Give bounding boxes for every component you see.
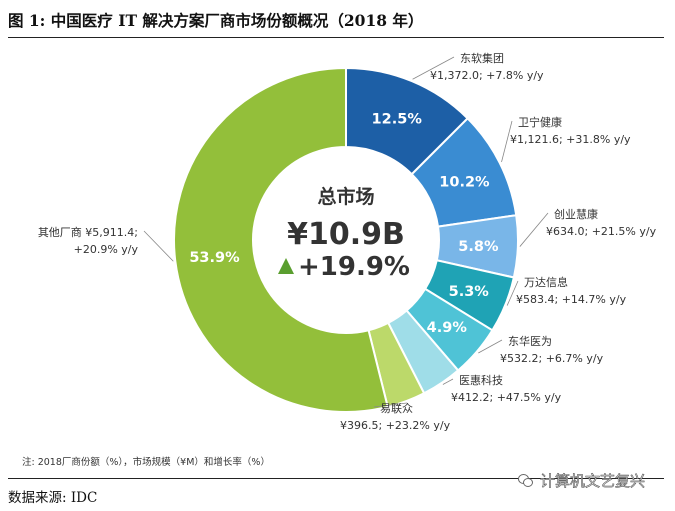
watermark: 计算机文艺复兴 [518,470,645,491]
leader-line-4 [506,280,519,306]
leader-line-1 [412,56,455,80]
leader-line-7 [373,402,408,408]
vendor-detail-3: ¥634.0; +21.5% y/y [546,225,657,238]
vendor-detail-2: ¥1,121.6; +31.8% y/y [510,133,631,146]
vendor-name-8: 其他厂商 ¥5,911.4; [38,225,138,239]
vendor-labels: 东软集团 ¥1,372.0; +7.8% y/y 卫宁健康 ¥1,121.6; +31… [38,51,657,432]
watermark-text: 计算机文艺复兴 [540,472,646,491]
share-label-2: 10.2% [439,175,490,191]
leader-line-3 [519,212,549,247]
center-label: 总市场 [317,185,374,208]
share-label-5: 4.9% [427,320,468,336]
data-source: 数据来源: IDC [8,490,98,506]
vendor-name-1: 东软集团 [460,51,504,65]
vendor-detail-5: ¥532.2; +6.7% y/y [500,352,604,365]
donut-slice-8 [173,66,389,413]
wechat-icon [518,474,534,487]
vendor-name-4: 万达信息 [524,275,568,289]
growth-up-icon [278,258,294,274]
leader-lines [143,56,549,408]
leader-line-6 [442,378,454,385]
vendor-name-2: 卫宁健康 [518,115,562,129]
center-summary: 总市场 ¥10.9B +19.9% [278,185,410,282]
source-rule [8,478,664,479]
vendor-name-3: 创业慧康 [554,207,598,221]
vendor-detail-6: ¥412.2; +47.5% y/y [451,391,562,404]
share-label-3: 5.8% [458,239,499,255]
donut-chart: 12.5% 10.2% 5.8% 5.3% 4.9% 53.9% 东软集团 ¥1,372.0… [38,51,657,432]
vendor-name-5: 东华医为 [508,334,552,348]
center-total: ¥10.9B [287,217,405,252]
chart-note: 注: 2018厂商份额（%），市场规模（¥M）和增长率（%） [22,457,270,468]
vendor-detail-4: ¥583.4; +14.7% y/y [516,293,627,306]
vendor-name-7: 易联众 [380,402,413,415]
share-labels: 12.5% 10.2% 5.8% 5.3% 4.9% 53.9% [189,112,499,336]
leader-line-2 [501,120,513,163]
share-label-1: 12.5% [372,112,423,128]
leader-line-8 [143,230,174,262]
vendor-detail-8: +20.9% y/y [74,243,139,256]
share-label-4: 5.3% [449,284,490,300]
center-growth: +19.9% [298,252,410,282]
vendor-name-6: 医惠科技 [459,373,503,387]
vendor-detail-1: ¥1,372.0; +7.8% y/y [430,69,544,82]
title-rule [8,37,664,38]
vendor-detail-7: ¥396.5; +23.2% y/y [340,419,451,432]
leader-line-5 [478,339,503,354]
share-label-8: 53.9% [189,250,240,266]
donut-slices [173,66,519,413]
figure-title: 图 1: 中国医疗 IT 解决方案厂商市场份额概况（2018 年） [8,11,424,30]
